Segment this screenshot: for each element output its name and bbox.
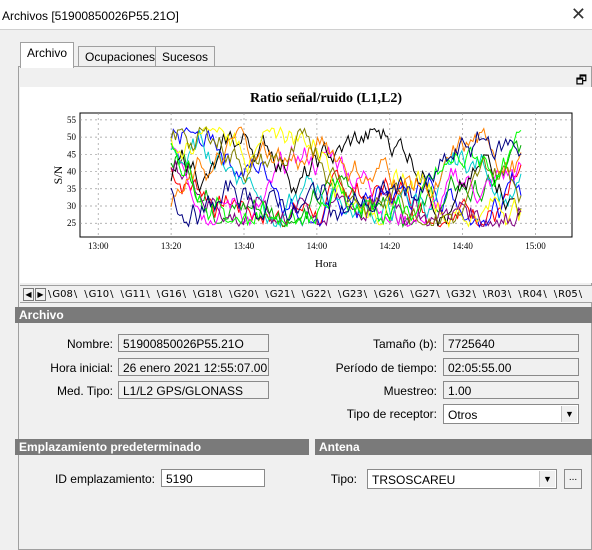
antena-browse-button[interactable]: ...	[564, 469, 582, 489]
satellite-tab-g23[interactable]: G23	[336, 287, 369, 300]
hora-inicial-field: 26 enero 2021 12:55:07.00	[118, 358, 269, 376]
id-emplazamiento-label: ID emplazamiento:	[54, 472, 155, 486]
satellite-tab-g16[interactable]: G16	[155, 287, 188, 300]
y-tick-label: 25	[67, 218, 77, 228]
chevron-down-icon[interactable]: ▼	[539, 471, 555, 487]
x-tick-label: 14:20	[380, 241, 401, 251]
close-icon[interactable]: ✕	[570, 4, 586, 24]
tipo-receptor-select[interactable]: Otros ▼	[443, 404, 579, 424]
antena-tipo-value: TRSOSCAREU	[372, 473, 456, 487]
snr-series-line	[170, 131, 522, 228]
window-left-edge	[0, 30, 14, 550]
y-tick-label: 45	[67, 149, 77, 159]
restore-icon[interactable]: 🗗	[575, 73, 587, 87]
tab-page-archivo: 🗗 Ratio señal/ruido (L1,L2) 25 30 35 40 45 50 5…	[15, 66, 592, 550]
satellite-tab-g32[interactable]: G32	[445, 287, 478, 300]
id-emplazamiento-input[interactable]: 5190	[161, 469, 265, 487]
y-axis-label: S/N	[51, 165, 65, 184]
antena-tipo-label: Tipo:	[330, 472, 357, 486]
satellite-tab-g10[interactable]: G10	[82, 287, 115, 300]
med-tipo-label: Med. Tipo:	[56, 384, 113, 398]
nombre-field: 51900850026P55.21O	[118, 334, 269, 352]
tab-ocupaciones[interactable]: Ocupaciones	[78, 46, 163, 66]
satellite-tab-g22[interactable]: G22	[300, 287, 333, 300]
snr-series-line	[170, 126, 522, 229]
snr-series-line	[170, 130, 522, 229]
satellite-tab-g18[interactable]: G18	[191, 287, 224, 300]
y-tick-label: 30	[67, 201, 77, 211]
satellite-tab-strip: ◀ ▶ G08G10G11 G16G18G20G21 G22G23G26G27 G32…	[20, 285, 592, 303]
satellite-tab-g21[interactable]: G21	[263, 287, 296, 300]
tipo-receptor-value: Otros	[448, 408, 478, 422]
satellite-tab-r03[interactable]: R03	[481, 287, 513, 300]
satellite-tab-r05[interactable]: R05	[552, 287, 584, 300]
snr-series-line	[170, 145, 522, 228]
tipo-receptor-label: Tipo de receptor:	[346, 407, 437, 421]
y-tick-label: 50	[67, 132, 77, 142]
snr-series-line	[170, 160, 522, 229]
tamano-label: Tamaño (b):	[372, 337, 437, 351]
x-tick-label: 14:40	[452, 241, 473, 251]
title-bar: Archivos [51900850026P55.21O] ✕	[0, 0, 592, 30]
x-tick-label: 13:00	[88, 241, 109, 251]
med-tipo-field: L1/L2 GPS/GLONASS	[118, 381, 269, 399]
tab-archivo[interactable]: Archivo	[20, 42, 75, 68]
scroll-left-icon[interactable]: ◀	[23, 288, 34, 301]
chart-title: Ratio señal/ruido (L1,L2)	[250, 91, 402, 106]
plot-area	[79, 112, 573, 238]
tamano-field: 7725640	[443, 334, 579, 352]
x-tick-label: 13:20	[161, 241, 182, 251]
snr-chart-svg: Ratio señal/ruido (L1,L2) 25 30 35 40 45 50 55 1…	[51, 91, 573, 270]
periodo-field: 02:05:55.00	[443, 358, 579, 376]
satellite-tab-g27[interactable]: G27	[408, 287, 441, 300]
scroll-right-icon[interactable]: ▶	[35, 288, 46, 301]
snr-series-line	[170, 127, 522, 227]
snr-chart: Ratio señal/ruido (L1,L2) 25 30 35 40 45 50 55 1…	[20, 87, 592, 283]
snr-series-line	[170, 129, 522, 228]
periodo-label: Período de tiempo:	[335, 361, 437, 375]
tab-sucesos[interactable]: Sucesos	[155, 46, 216, 66]
y-tick-label: 35	[67, 184, 77, 194]
y-tick-label: 40	[67, 167, 77, 177]
chevron-down-icon[interactable]: ▼	[561, 406, 577, 422]
satellite-tab-r04[interactable]: R04	[516, 287, 548, 300]
muestreo-label: Muestreo:	[383, 384, 437, 398]
hora-inicial-label: Hora inicial:	[50, 361, 113, 375]
snr-series-line	[170, 126, 522, 207]
antena-section-header: Antena	[315, 439, 592, 455]
emplazamiento-section-header: Emplazamiento predeterminado	[15, 439, 309, 455]
muestreo-field: 1.00	[443, 381, 579, 399]
y-tick-label: 55	[67, 115, 77, 125]
antena-tipo-select[interactable]: TRSOSCAREU ▼	[367, 469, 557, 489]
window-title: Archivos [51900850026P55.21O]	[2, 9, 179, 23]
x-axis-label: Hora	[315, 258, 337, 270]
x-tick-label: 15:00	[525, 241, 546, 251]
nombre-label: Nombre:	[66, 337, 113, 351]
satellite-tabs: G08G10G11G16G18G20G21G22G23G26G27G32R03R…	[46, 286, 587, 304]
x-tick-label: 14:00	[307, 241, 328, 251]
satellite-tab-g26[interactable]: G26	[372, 287, 405, 300]
archivo-section-header: Archivo	[15, 307, 592, 323]
dialog-client: Archivo Ocupaciones Sucesos 🗗 Ratio seña…	[14, 30, 592, 550]
snr-series-line	[170, 125, 522, 227]
x-tick-label: 13:40	[234, 241, 255, 251]
satellite-tab-g11[interactable]: G11	[118, 287, 151, 300]
satellite-tab-g08[interactable]: G08	[46, 287, 79, 300]
satellite-tab-g20[interactable]: G20	[227, 287, 260, 300]
